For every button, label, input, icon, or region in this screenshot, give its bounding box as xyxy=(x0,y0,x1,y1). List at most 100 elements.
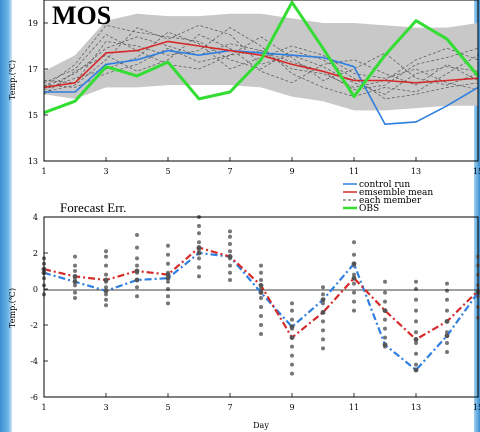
member-error-point xyxy=(104,254,108,259)
member-error-point xyxy=(383,279,387,284)
error-line-control-run xyxy=(43,251,479,372)
member-error-point xyxy=(321,285,325,290)
member-error-point xyxy=(259,278,263,282)
bottom-y-axis-label: Temp.(℃) xyxy=(8,288,17,328)
member-error-point xyxy=(135,294,139,299)
x-tick-label: 1 xyxy=(41,167,46,176)
member-error-point xyxy=(445,297,449,302)
y-tick-label: 19 xyxy=(28,19,38,28)
y-tick-label: -6 xyxy=(30,393,38,402)
ensemble-member-line xyxy=(43,36,479,88)
member-error-point xyxy=(228,229,232,234)
member-error-point xyxy=(414,279,418,284)
error-marker xyxy=(289,324,295,330)
series-line-control-run xyxy=(44,49,479,125)
member-error-point xyxy=(290,308,294,313)
ensemble-member-line xyxy=(43,27,479,97)
error-marker xyxy=(72,274,78,279)
left-decor-strip xyxy=(0,0,12,432)
ensemble-spread-band xyxy=(44,13,478,111)
member-error-point xyxy=(197,224,201,228)
error-marker xyxy=(444,319,450,324)
error-marker xyxy=(289,335,295,340)
member-error-point xyxy=(352,299,356,304)
member-error-point xyxy=(290,301,294,306)
error-marker xyxy=(72,279,78,285)
y-tick-label: 2 xyxy=(33,249,38,258)
x-tick-label: 3 xyxy=(103,403,108,412)
member-error-point xyxy=(352,272,356,277)
member-error-point xyxy=(166,243,170,248)
error-marker xyxy=(258,290,264,295)
member-error-point xyxy=(73,283,77,288)
member-error-point xyxy=(259,305,263,309)
member-error-point xyxy=(259,296,263,300)
error-marker xyxy=(351,261,357,267)
y-tick-label: 0 xyxy=(33,285,38,294)
member-error-point xyxy=(352,290,356,295)
member-error-point xyxy=(352,252,356,257)
bottom-plot-frame xyxy=(43,216,479,398)
member-error-point xyxy=(228,242,232,246)
y-tick-label: 13 xyxy=(28,157,38,166)
member-error-point xyxy=(197,231,201,236)
member-error-point xyxy=(104,292,108,297)
error-marker xyxy=(103,288,109,294)
member-error-point xyxy=(414,330,418,335)
member-error-point xyxy=(352,240,356,245)
member-error-point xyxy=(135,256,139,261)
top-chart-title: MOS xyxy=(52,1,111,30)
x-tick-label: 11 xyxy=(349,167,359,176)
member-error-point xyxy=(259,323,263,327)
x-tick-label: 15 xyxy=(473,403,480,412)
member-error-point xyxy=(228,234,232,239)
series-line-OBS xyxy=(43,0,480,115)
top-series-layer xyxy=(43,0,480,125)
member-error-point xyxy=(73,296,77,300)
y-tick-label: 17 xyxy=(28,65,38,74)
member-error-point xyxy=(259,314,263,318)
error-marker xyxy=(382,308,388,313)
top-plot-frame xyxy=(43,0,479,162)
member-error-point xyxy=(414,362,418,367)
member-error-point xyxy=(383,290,387,295)
member-error-point xyxy=(383,317,387,322)
error-marker xyxy=(413,367,419,373)
legend-label: each member xyxy=(359,196,422,206)
member-error-scatter-layer xyxy=(42,215,480,376)
member-error-point xyxy=(166,261,170,266)
x-tick-label: 15 xyxy=(473,167,480,176)
member-error-point xyxy=(104,285,108,290)
ensemble-member-line xyxy=(43,24,479,95)
ensemble-spread-layer xyxy=(44,13,478,111)
ensemble-member-line xyxy=(43,31,479,91)
x-tick-label: 3 xyxy=(103,167,108,176)
error-marker xyxy=(196,245,202,251)
member-error-point xyxy=(104,249,108,254)
member-error-point xyxy=(228,278,232,282)
member-error-point xyxy=(445,281,449,286)
y-tick-label: -4 xyxy=(30,357,38,366)
member-error-point xyxy=(166,279,170,284)
error-marker xyxy=(134,277,140,283)
member-error-point xyxy=(414,319,418,324)
right-decor-strip xyxy=(474,0,480,432)
ensemble-members-layer xyxy=(43,24,479,100)
bottom-series-layer xyxy=(41,245,480,373)
member-error-point xyxy=(166,252,170,257)
error-marker xyxy=(320,297,326,303)
ensemble-member-line xyxy=(43,24,479,100)
error-marker xyxy=(351,275,357,281)
x-tick-label: 13 xyxy=(411,403,421,412)
x-tick-label: 5 xyxy=(165,167,170,176)
member-error-point xyxy=(259,263,263,268)
y-tick-label: 15 xyxy=(28,111,38,120)
member-error-point xyxy=(228,249,232,254)
member-error-point xyxy=(104,263,108,268)
top-ticks-layer: 1357911131513151719 xyxy=(28,19,480,176)
